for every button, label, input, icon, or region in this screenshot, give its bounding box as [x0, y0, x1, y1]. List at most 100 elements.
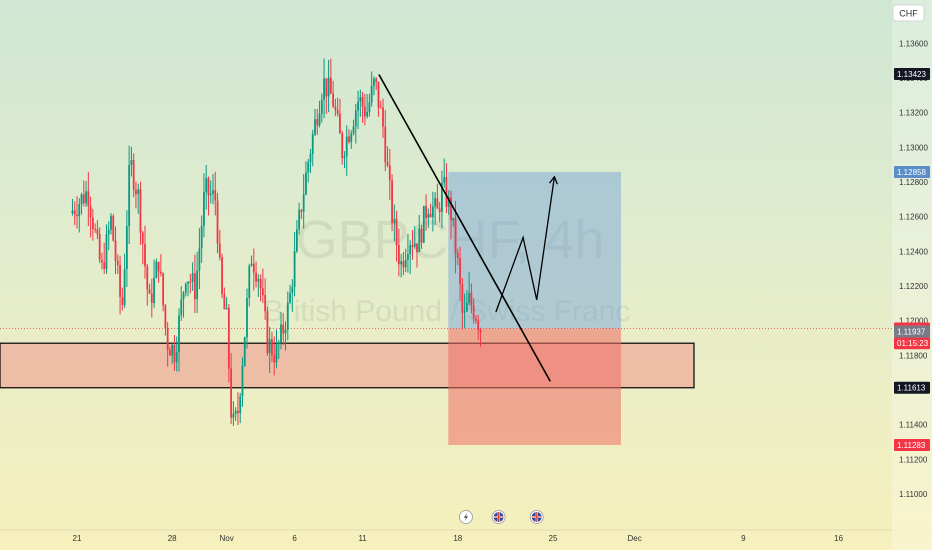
candle-body	[459, 257, 461, 285]
candle-body	[227, 307, 230, 369]
candle-body	[141, 232, 144, 244]
price-tag-text: 1.12858	[897, 168, 926, 177]
candle-body	[94, 229, 97, 231]
candle-body	[363, 106, 366, 117]
candle-body	[207, 178, 210, 196]
candle-body	[350, 133, 353, 142]
price-tag-dark	[894, 381, 930, 394]
candle-body	[121, 296, 124, 305]
symbol-watermark: GBPCHF, 4h	[295, 210, 604, 270]
time-tick-label: 9	[741, 534, 746, 543]
candle-body	[212, 190, 214, 194]
candle-body	[302, 194, 305, 212]
candle-body	[334, 106, 337, 111]
candle-body	[305, 172, 307, 195]
candle-body	[314, 119, 316, 135]
candle-body	[336, 110, 339, 114]
candle-body	[105, 234, 108, 269]
candle-body	[164, 305, 167, 329]
candle-body	[200, 225, 203, 249]
candle-body	[284, 329, 287, 334]
candle-body	[266, 311, 269, 353]
candle-body	[110, 215, 112, 230]
candle-body	[373, 78, 375, 86]
target-zone[interactable]	[448, 171, 621, 329]
candle-body	[175, 352, 178, 363]
trend-line[interactable]	[378, 74, 551, 382]
candle-body	[400, 261, 403, 265]
uk-flag-icon[interactable]	[529, 510, 544, 524]
stop-zone[interactable]	[448, 328, 621, 445]
candle-body	[413, 243, 416, 247]
candle-body	[76, 214, 78, 217]
price-tick-label: 1.12600	[899, 213, 928, 222]
candle-body	[420, 228, 423, 243]
candle-body	[472, 305, 475, 319]
time-tick-label: 16	[834, 534, 843, 543]
candle-body	[407, 254, 409, 260]
candle-body	[169, 350, 171, 356]
candle-body	[73, 210, 76, 215]
candle-body	[187, 281, 189, 284]
currency-badge[interactable]	[892, 4, 925, 22]
candle-body	[300, 209, 303, 212]
candle-body	[361, 97, 364, 107]
price-tag-text: 1.13423	[897, 70, 926, 79]
candle-body	[246, 298, 248, 338]
time-tick-label: 21	[73, 534, 82, 543]
price-tick-label: 1.12400	[899, 247, 928, 256]
candle-body	[427, 213, 430, 218]
projection-arrow[interactable]	[495, 175, 558, 313]
candle-body	[271, 339, 273, 356]
candle-body	[456, 253, 459, 258]
price-tick-label: 1.12800	[899, 178, 928, 187]
candle-body	[309, 153, 312, 163]
price-tag-text: 1.11613	[897, 384, 926, 393]
time-tick-label: 28	[168, 534, 177, 543]
candle-body	[293, 251, 296, 287]
candle-body	[359, 97, 362, 102]
candle-body	[397, 245, 400, 265]
candle-body	[239, 396, 242, 414]
candle-body	[153, 277, 155, 304]
time-tick-label: 6	[292, 534, 297, 543]
candle-body	[218, 243, 221, 258]
candle-body	[232, 413, 235, 418]
price-tick-label: 1.12200	[899, 282, 928, 291]
candle-body	[87, 191, 90, 206]
candle-body	[370, 85, 373, 103]
candle-body	[411, 245, 414, 247]
candle-body	[382, 107, 384, 127]
drawings-layer	[378, 74, 558, 382]
price-tag-text: 1.11937	[897, 328, 926, 337]
candle-body	[280, 324, 282, 343]
candle-body	[155, 261, 158, 278]
candle-body	[264, 295, 267, 312]
candle-body	[157, 261, 160, 272]
candle-body	[425, 206, 427, 218]
candle-body	[479, 329, 482, 333]
candle-body	[402, 261, 405, 268]
candle-body	[248, 265, 251, 299]
candle-body	[295, 229, 298, 252]
candle-body	[78, 204, 81, 217]
candle-body	[182, 292, 185, 300]
candle-body	[191, 273, 194, 283]
candle-body	[409, 245, 412, 255]
candle-body	[311, 134, 314, 154]
uk-flag-icon[interactable]	[491, 510, 506, 524]
candle-body	[146, 266, 149, 290]
candle-body	[148, 289, 151, 294]
candle-body	[357, 101, 359, 111]
candle-body	[268, 339, 271, 353]
candle-body	[241, 365, 244, 397]
candle-body	[189, 281, 192, 283]
time-tick-label: 18	[453, 534, 462, 543]
lightning-icon[interactable]	[459, 510, 473, 524]
candle-body	[379, 107, 382, 109]
candle-body	[475, 318, 477, 321]
time-tick-label: Nov	[219, 534, 233, 543]
candle-body	[441, 182, 443, 212]
candle-body	[261, 288, 264, 296]
price-tag-countdown	[894, 337, 930, 350]
